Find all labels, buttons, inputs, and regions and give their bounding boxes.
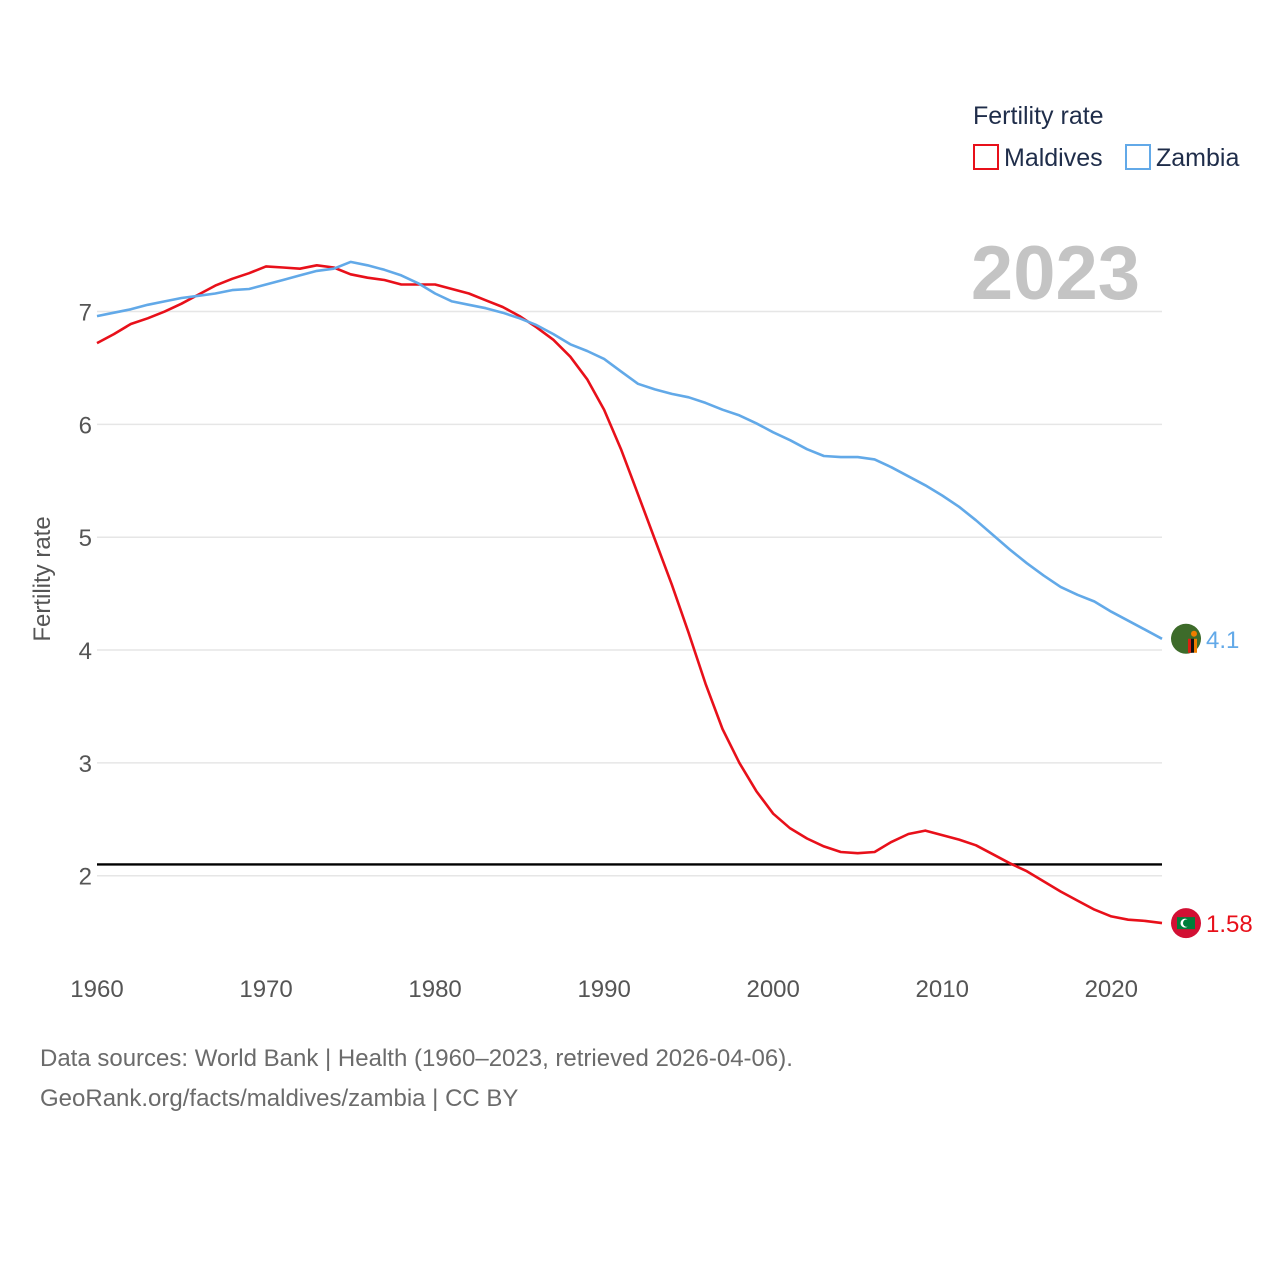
maldives-flag-icon — [1171, 908, 1201, 939]
x-tick-label-1990: 1990 — [577, 976, 630, 1003]
y-axis-title: Fertility rate — [29, 516, 56, 641]
gridlines — [97, 310, 1162, 877]
x-axis-ticks: 1960 1970 1980 1990 2000 2010 2020 — [70, 976, 1138, 1003]
year-stamp: 2023 — [971, 231, 1140, 316]
x-tick-label-2020: 2020 — [1085, 976, 1138, 1003]
footer-attribution[interactable]: GeoRank.org/facts/maldives/zambia | CC B… — [40, 1085, 519, 1112]
x-tick-label-1960: 1960 — [70, 976, 123, 1003]
x-tick-label-2010: 2010 — [916, 976, 969, 1003]
y-tick-label-2: 2 — [79, 864, 92, 891]
y-axis-ticks: 2 3 4 5 6 7 — [79, 300, 92, 891]
legend-item-zambia[interactable]: Zambia — [1125, 144, 1239, 172]
series-end-markers: 1.58 4.1 — [1171, 623, 1253, 939]
legend-title: Fertility rate — [973, 102, 1104, 130]
zambia-series-line — [96, 260, 1163, 640]
legend-item-maldives[interactable]: Maldives — [973, 144, 1103, 172]
y-tick-label-5: 5 — [79, 525, 92, 552]
maldives-end-value: 1.58 — [1206, 911, 1253, 938]
x-tick-label-1980: 1980 — [408, 976, 461, 1003]
series-lines — [96, 260, 1163, 925]
legend-swatch-zambia — [1125, 144, 1151, 170]
y-tick-label-3: 3 — [79, 751, 92, 778]
y-tick-label-4: 4 — [79, 638, 92, 665]
legend-label-maldives: Maldives — [1004, 144, 1103, 172]
y-tick-label-7: 7 — [79, 300, 92, 327]
footer-sources: Data sources: World Bank | Health (1960–… — [40, 1045, 793, 1072]
legend[interactable]: Maldives Zambia — [973, 144, 1239, 172]
zambia-flag-icon — [1171, 623, 1201, 654]
x-tick-label-2000: 2000 — [746, 976, 799, 1003]
legend-label-zambia: Zambia — [1156, 144, 1239, 172]
zambia-end-value: 4.1 — [1206, 627, 1239, 654]
maldives-series-line — [96, 263, 1163, 925]
legend-swatch-maldives — [973, 144, 999, 170]
x-tick-label-1970: 1970 — [239, 976, 292, 1003]
y-tick-label-6: 6 — [79, 412, 92, 439]
